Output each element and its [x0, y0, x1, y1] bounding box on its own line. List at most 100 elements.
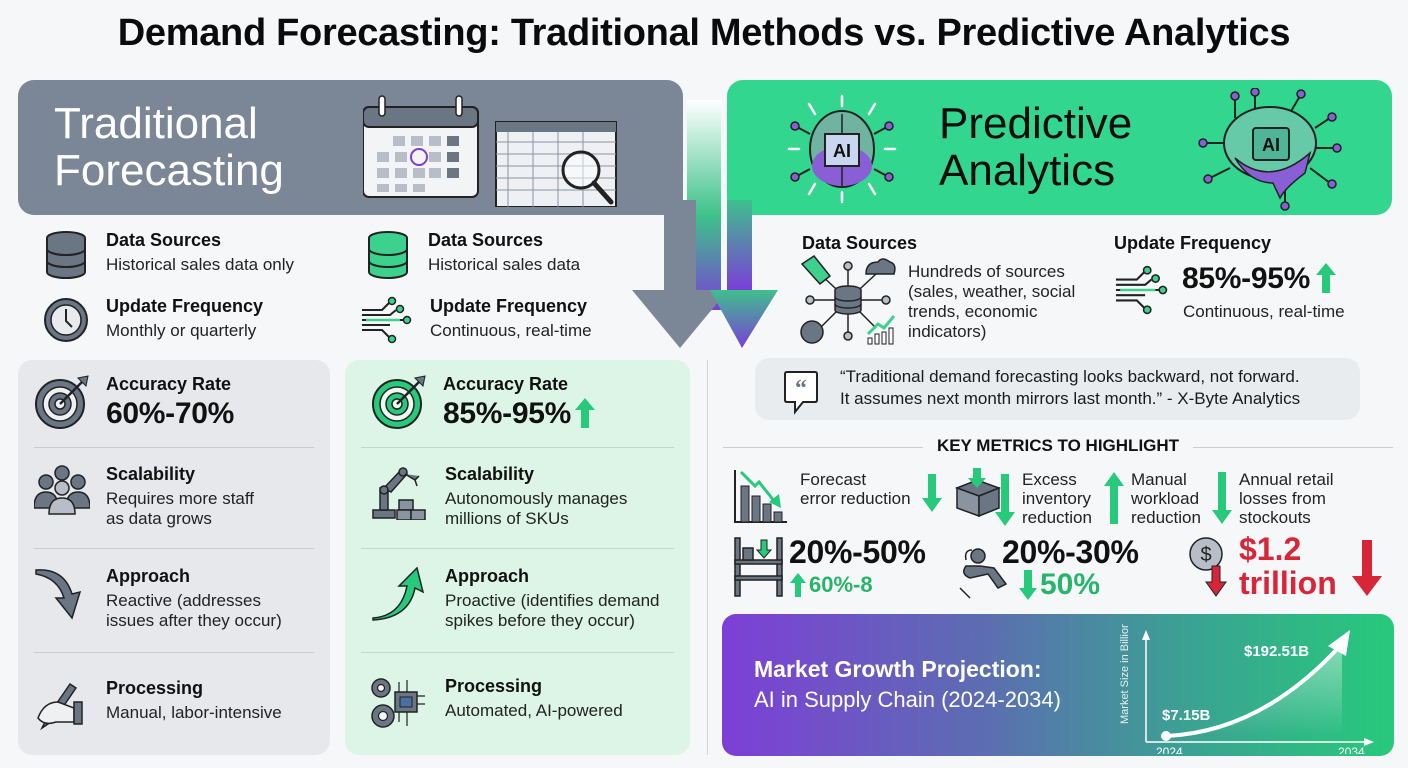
- accuracy-label: Accuracy Rate: [443, 374, 569, 394]
- predictive-header-line1: Predictive: [939, 99, 1133, 148]
- value-line: trillion: [1239, 565, 1337, 601]
- divider: [361, 447, 674, 448]
- traditional-data-sources: Data Sources Historical sales data only: [42, 230, 294, 280]
- quote-line: It assumes next month mirrors last month…: [840, 389, 1301, 408]
- processing-label: Processing: [445, 676, 543, 696]
- key-metrics-rule-left: [723, 447, 923, 448]
- accuracy-row: Accuracy Rate 60%-70%: [34, 374, 314, 431]
- label-line: Manual: [1131, 470, 1187, 489]
- hand-writing-pen-icon: [37, 682, 83, 731]
- end-value-label: $192.51B: [1244, 643, 1309, 660]
- divider: [361, 652, 674, 653]
- start-value-label: $7.15B: [1162, 707, 1211, 724]
- value-line: Hundreds of sources: [908, 262, 1065, 281]
- scalability-label: Scalability: [106, 464, 196, 484]
- database-green-icon: [368, 231, 408, 279]
- up-arrow-icon: [790, 573, 806, 597]
- y-axis-label: Market Size in Billions (USD): [1119, 624, 1131, 724]
- scalability-value: Requires more staff as data grows: [106, 489, 254, 529]
- curved-down-arrow-icon: [35, 569, 82, 620]
- quote-box: “ “Traditional demand forecasting looks …: [755, 358, 1360, 420]
- divider: [34, 652, 314, 653]
- approach-value: Reactive (addresses issues after they oc…: [106, 591, 282, 631]
- traditional-metrics-card: Accuracy Rate 60%-70% Scalability Requir…: [18, 360, 330, 755]
- svg-text:$: $: [1200, 544, 1211, 566]
- label-line: workload: [1131, 489, 1200, 508]
- database-icon: [46, 231, 86, 279]
- value-line: Proactive (identifies demand: [445, 591, 660, 610]
- predictive-data-sources-label: Data Sources: [802, 233, 918, 253]
- predictive-header-banner: AI Predictive Analytics AI: [727, 80, 1392, 215]
- approach-row: Approach Reactive (addresses issues afte…: [34, 566, 314, 631]
- accuracy-value: 60%-70%: [106, 397, 234, 430]
- scalability-row: Scalability Autonomously manages million…: [371, 464, 674, 529]
- clock-icon: [44, 298, 88, 342]
- label-line: reduction: [1131, 508, 1201, 527]
- market-growth-chart: Market Size in Billions (USD) $7.15B $19…: [1110, 624, 1380, 754]
- data-stream-icon: [1112, 265, 1172, 315]
- relaxed-person-icon: [958, 544, 1014, 600]
- label-line: Forecast: [800, 470, 867, 489]
- x-tick-end: 2034: [1338, 745, 1365, 754]
- data-network-icon: [798, 254, 898, 346]
- ai-brain-icon: AI: [787, 94, 897, 204]
- manual-workload-value: 50%: [1040, 568, 1101, 601]
- approach-value: Proactive (identifies demand spikes befo…: [445, 591, 660, 631]
- x-tick-start: 2024: [1156, 745, 1183, 754]
- forecast-error-sub-value: 60%-8: [809, 572, 873, 597]
- accuracy-label: Accuracy Rate: [106, 374, 232, 394]
- traditional-down-arrow: [632, 200, 792, 350]
- down-arrow-icon: [1212, 472, 1232, 524]
- processing-label: Processing: [106, 678, 204, 698]
- update-frequency-value: Monthly or quarterly: [106, 321, 257, 340]
- market-growth-subtitle: AI in Supply Chain (2024-2034): [754, 687, 1061, 712]
- section-divider: [707, 360, 708, 755]
- forecast-error-label: Forecast error reduction: [800, 470, 911, 508]
- label-line: error reduction: [800, 489, 911, 508]
- approach-row: Approach Proactive (identifies demand sp…: [371, 566, 674, 631]
- predictive-update-sub: Continuous, real-time: [1183, 302, 1345, 321]
- scalability-value: Autonomously manages millions of SKUs: [445, 489, 627, 529]
- accuracy-row: Accuracy Rate 85%-95%: [371, 374, 674, 431]
- divider: [34, 548, 314, 549]
- data-sources-label: Data Sources: [428, 230, 544, 250]
- value-line: issues after they occur): [106, 611, 282, 630]
- value-line: trends, economic: [908, 302, 1038, 321]
- scalability-row: Scalability Requires more staff as data …: [34, 464, 314, 529]
- traditional-update-frequency: Update Frequency Monthly or quarterly: [42, 296, 263, 344]
- gears-chip-icon: [371, 678, 425, 728]
- down-arrow-icon: [922, 474, 942, 512]
- box-inventory-icon: [953, 468, 1003, 518]
- predictive-header-line2: Analytics: [939, 146, 1116, 195]
- predictive-update-value: 85%-95%: [1182, 262, 1310, 295]
- key-metrics-rule-right: [1193, 447, 1393, 448]
- curved-up-arrow-icon: [372, 566, 425, 621]
- market-growth-panel: Market Growth Projection: AI in Supply C…: [722, 614, 1394, 756]
- scalability-label: Scalability: [445, 464, 535, 484]
- label-line: losses from: [1239, 489, 1326, 508]
- excess-inventory-value: 20%-30%: [1002, 534, 1139, 570]
- calendar-spreadsheet-icon: [363, 92, 643, 207]
- retail-losses-value: $1.2 trillion: [1239, 532, 1337, 600]
- up-arrow-icon: [1104, 472, 1124, 524]
- quote-icon: “: [783, 370, 819, 416]
- traditional-header-banner: Traditional Forecasting: [18, 80, 683, 215]
- value-line: as data grows: [106, 509, 212, 528]
- data-sources-label: Data Sources: [106, 230, 222, 250]
- data-sources-value: Historical sales data: [428, 255, 581, 274]
- traditional-header-line1: Traditional: [54, 99, 258, 148]
- manual-workload-value-group: 50%: [1019, 568, 1100, 602]
- quote-text: “Traditional demand forecasting looks ba…: [840, 366, 1300, 410]
- predictive-metrics-card: Accuracy Rate 85%-95% Scalability Aut: [345, 360, 690, 755]
- declining-chart-icon: [733, 468, 789, 524]
- approach-label: Approach: [106, 566, 191, 586]
- retail-losses-label: Annual retail losses from stockouts: [1239, 470, 1334, 527]
- label-line: Excess: [1022, 470, 1077, 489]
- label-line: inventory: [1022, 489, 1091, 508]
- value-line: Reactive (addresses: [106, 591, 261, 610]
- target-icon: [35, 375, 89, 429]
- label-line: stockouts: [1239, 508, 1311, 527]
- dollar-coin-down-icon: $: [1186, 536, 1232, 598]
- label-line: Annual retail: [1239, 470, 1334, 489]
- shelf-icon: [733, 536, 785, 598]
